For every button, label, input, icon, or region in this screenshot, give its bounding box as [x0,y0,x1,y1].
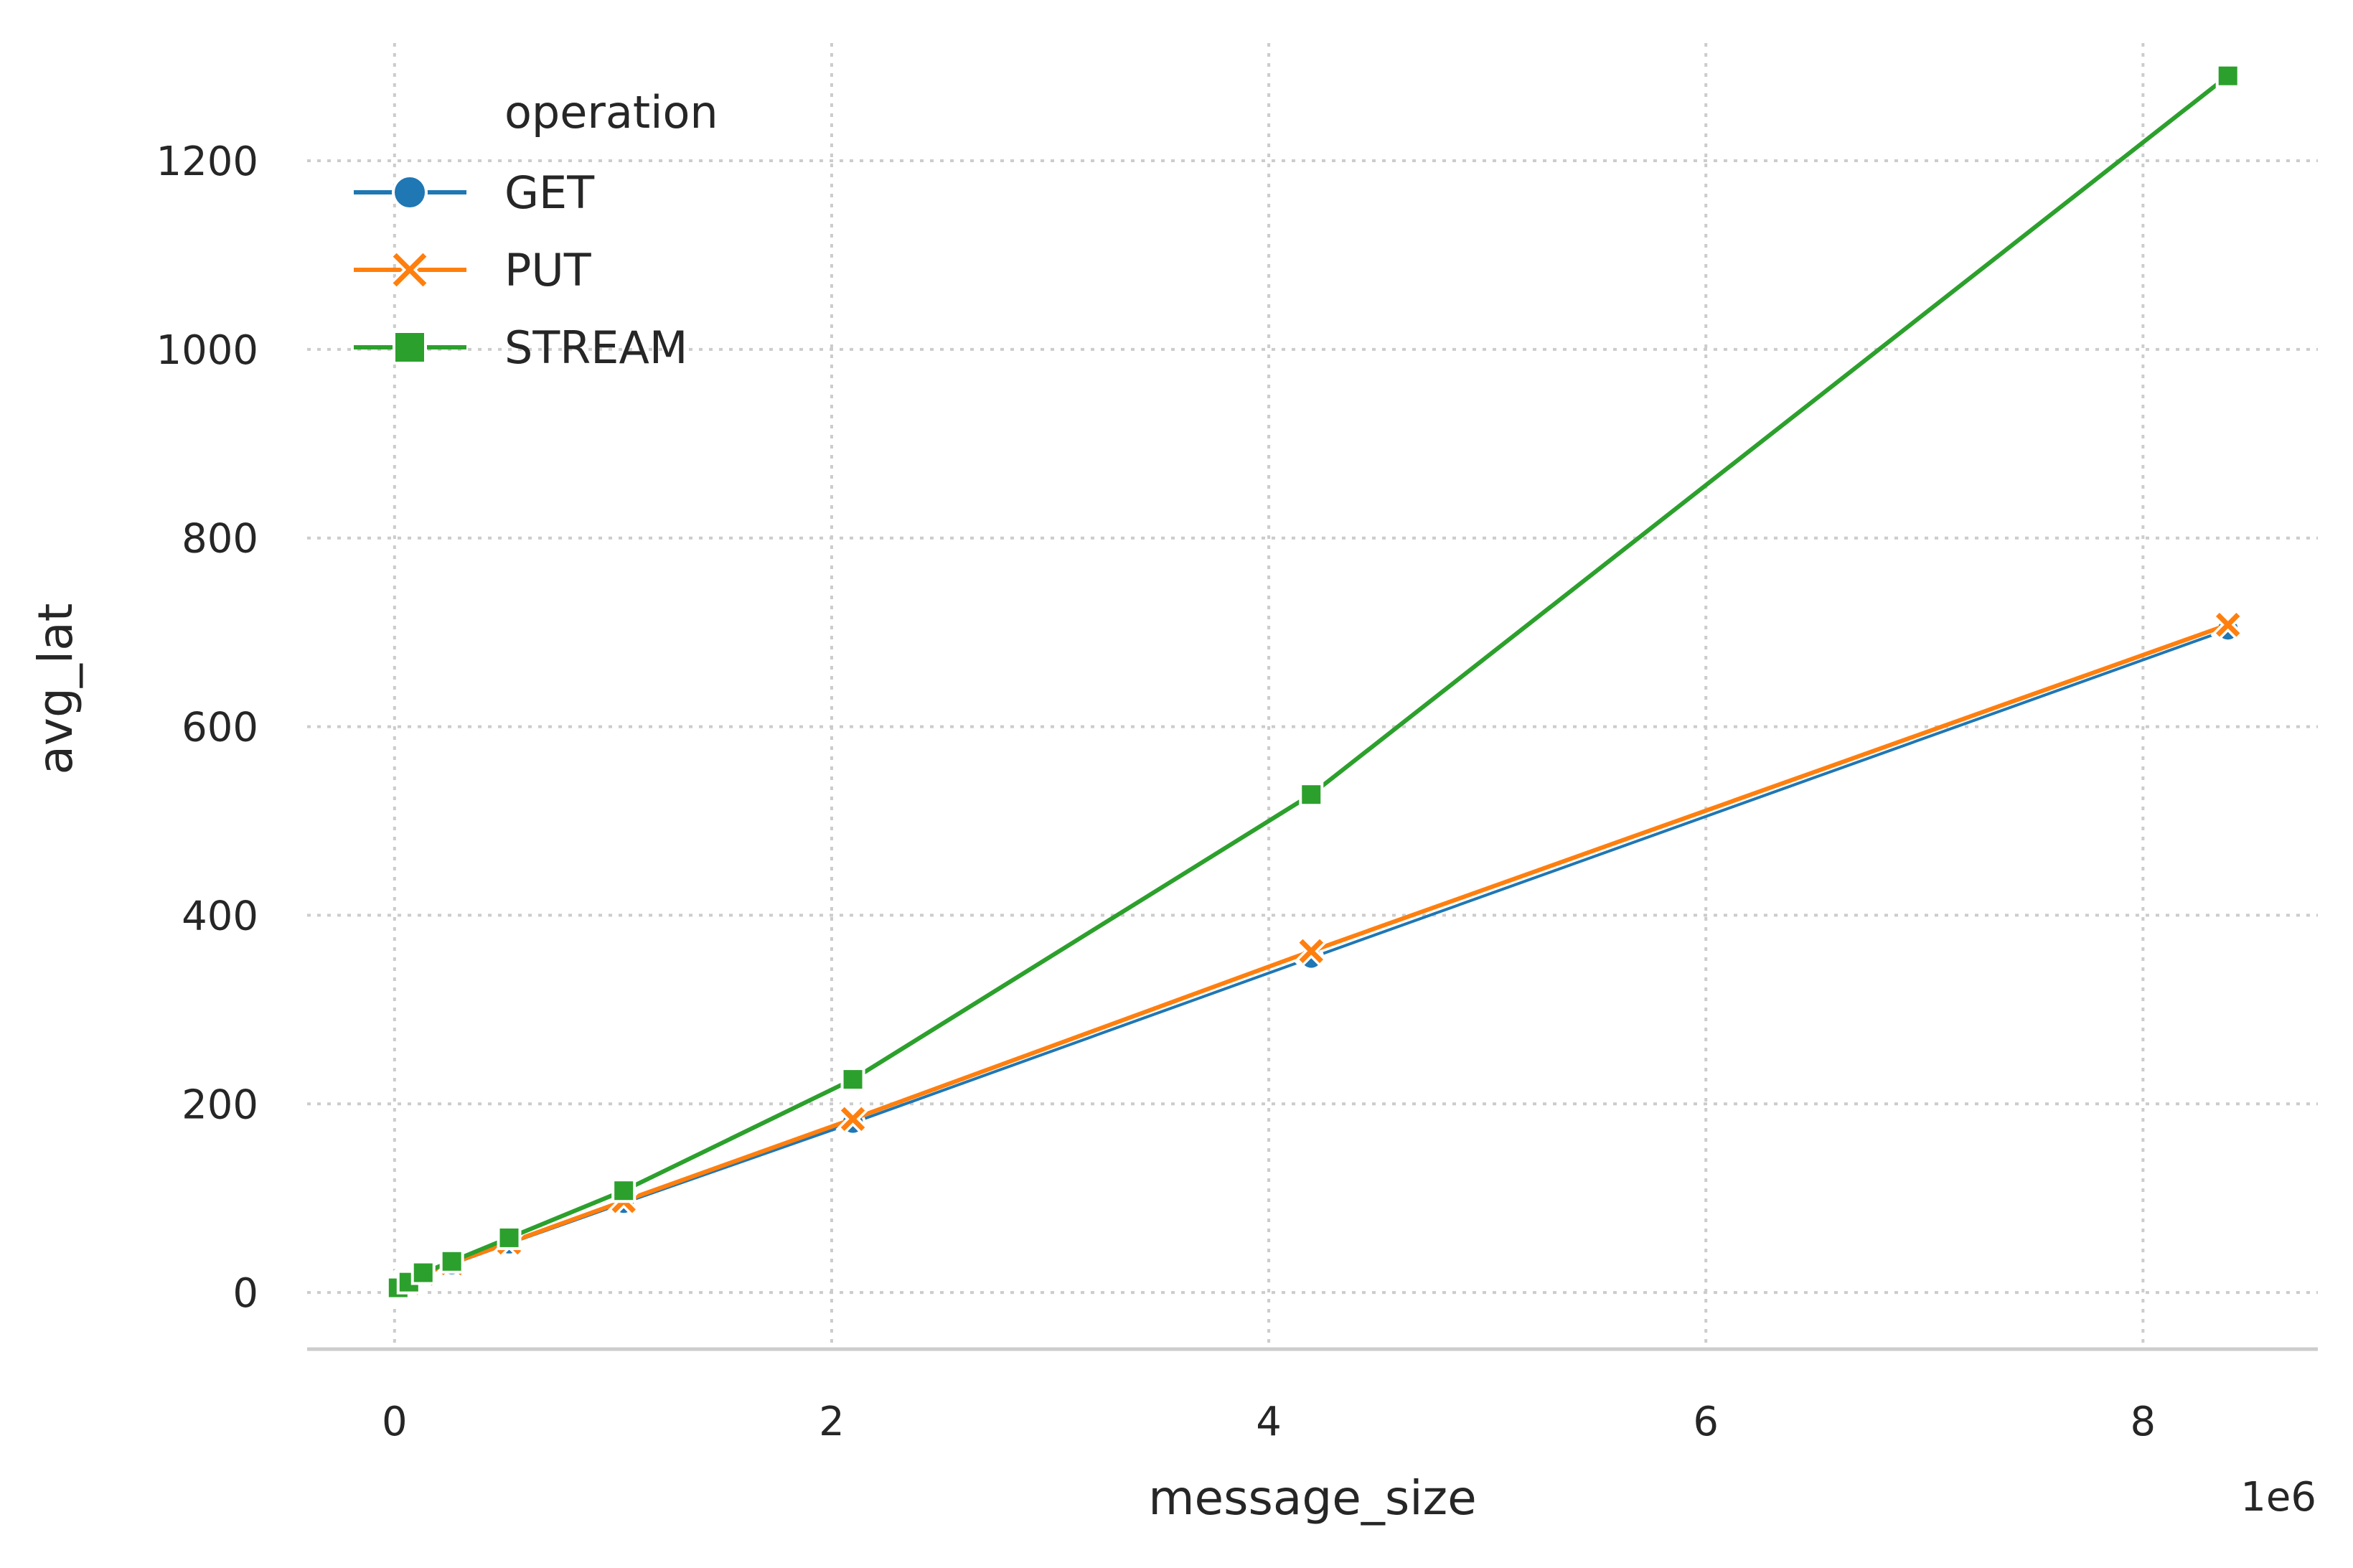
data-point [1299,782,1324,807]
y-tick-label: 800 [182,516,258,563]
legend-marker [388,248,432,292]
data-point [2210,607,2245,642]
legend-marker [392,174,428,210]
legend-item-get: GET [354,166,595,219]
legend-title: operation [504,86,718,139]
data-point [497,1225,522,1250]
y-axis-label: avg_lat [28,603,83,774]
data-point [840,1067,865,1092]
y-tick-label: 400 [182,893,258,939]
series-stream [382,63,2240,1303]
legend-item-stream: STREAM [354,321,687,374]
legend-label: STREAM [504,321,687,374]
data-point [439,1249,464,1274]
x-tick-label: 6 [1693,1399,1719,1445]
legend-marker [393,330,427,365]
legend-label: GET [504,166,595,219]
legend: operation GET PUT STREAM [354,86,718,374]
legend-label: PUT [504,244,592,296]
x-tick-label: 0 [382,1399,408,1445]
series-line [393,74,2230,1292]
legend-item-put: PUT [354,244,592,296]
x-tick-label: 8 [2131,1399,2156,1445]
y-tick-label: 0 [233,1270,258,1317]
y-tick-label: 1200 [156,139,258,185]
data-point [2215,63,2240,88]
y-tick-label: 1000 [156,327,258,374]
x-tick-label: 4 [1256,1399,1282,1445]
y-axis-ticks: 0 200 400 600 800 1000 1200 [156,139,258,1317]
y-tick-label: 600 [182,705,258,751]
x-tick-label: 2 [819,1399,845,1445]
grid-lines [307,43,2318,1348]
data-point [835,1102,870,1137]
data-point [1294,934,1329,969]
x-axis-label: message_size [1148,1470,1477,1526]
y-tick-label: 200 [182,1081,258,1128]
series-layer [377,63,2245,1309]
x-axis-offset-label: 1e6 [2240,1474,2316,1521]
series-put [377,607,2245,1309]
data-point [410,1260,436,1285]
x-axis-ticks: 0 2 4 6 8 [382,1399,2156,1445]
data-point [611,1178,637,1203]
